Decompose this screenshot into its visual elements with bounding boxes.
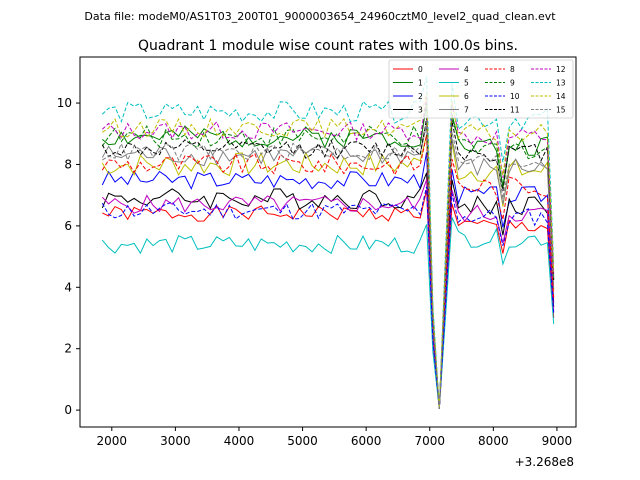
- legend-label-4: 4: [464, 65, 469, 74]
- legend-label-7: 7: [464, 106, 469, 115]
- series-line-15: [102, 121, 555, 409]
- plot-frame: [79, 56, 577, 428]
- series-line-5: [101, 217, 555, 409]
- series-line-7: [101, 124, 555, 409]
- legend-label-6: 6: [464, 92, 469, 101]
- legend-label-2: 2: [418, 92, 423, 101]
- x-axis: 2000 3000 4000 5000 6000 7000 8000 9000: [97, 427, 573, 448]
- figure-suptitle: Data file: modeM0/AS1T03_200T01_90000036…: [84, 10, 556, 23]
- legend-label-14: 14: [556, 92, 566, 101]
- legend-label-12: 12: [556, 65, 566, 74]
- legend-label-0: 0: [418, 65, 423, 74]
- x-tick-label: 3000: [160, 434, 191, 448]
- x-tick-label: 9000: [542, 434, 573, 448]
- series-line-10: [101, 186, 555, 409]
- legend-label-15: 15: [556, 106, 566, 115]
- x-tick-label: 7000: [414, 434, 445, 448]
- y-tick-label: 4: [64, 280, 72, 294]
- y-tick-label: 8: [64, 157, 72, 171]
- x-tick-label: 2000: [97, 434, 128, 448]
- y-tick-label: 2: [64, 342, 72, 356]
- legend-label-9: 9: [510, 79, 515, 88]
- x-tick-label: 4000: [224, 434, 255, 448]
- x-tick-label: 8000: [478, 434, 509, 448]
- series-line-13: [101, 76, 555, 409]
- series-line-0: [102, 189, 555, 409]
- series-line-14: [102, 93, 555, 409]
- series-line-12: [101, 97, 555, 409]
- y-axis: 0 2 4 6 8 10: [57, 96, 80, 417]
- series-line-9: [101, 103, 555, 409]
- x-tick-label: 5000: [287, 434, 318, 448]
- legend-label-3: 3: [418, 106, 423, 115]
- series-line-6: [101, 134, 555, 409]
- legend-label-10: 10: [510, 92, 520, 101]
- series-line-1: [101, 103, 555, 409]
- y-tick-label: 0: [64, 403, 72, 417]
- series-lines: [101, 76, 555, 409]
- y-tick-label: 10: [57, 96, 72, 110]
- legend-label-8: 8: [510, 65, 515, 74]
- x-tick-label: 6000: [351, 434, 382, 448]
- series-line-4: [101, 179, 555, 409]
- chart-title: Quadrant 1 module wise count rates with …: [138, 38, 518, 54]
- y-tick-label: 6: [64, 219, 72, 233]
- legend-label-11: 11: [510, 106, 520, 115]
- legend-frame: [388, 59, 574, 119]
- legend-label-1: 1: [418, 79, 423, 88]
- series-line-11: [101, 117, 555, 409]
- legend-label-5: 5: [464, 79, 469, 88]
- legend-label-13: 13: [556, 79, 566, 88]
- series-line-3: [101, 172, 555, 409]
- series-line-8: [101, 134, 555, 409]
- x-offset-label: +3.268e8: [515, 455, 574, 469]
